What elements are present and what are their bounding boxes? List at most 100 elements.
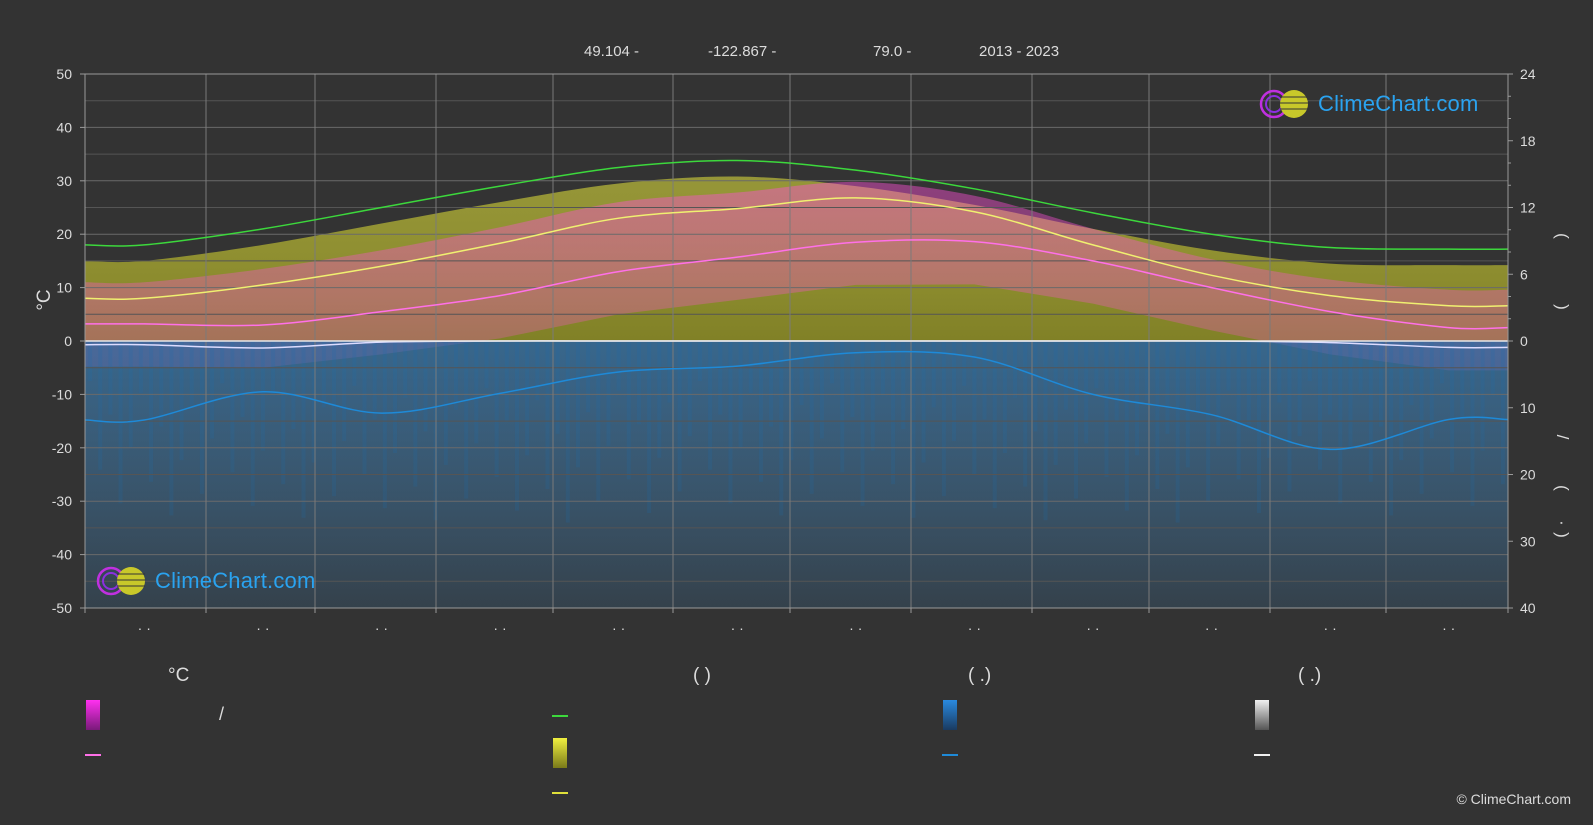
legend-snow-header: ( .) [1298, 665, 1322, 686]
precip-bar [1013, 341, 1018, 398]
precip-bar [423, 341, 428, 432]
precip-bar [901, 341, 906, 429]
daylight-line [85, 159, 1508, 251]
month-tick-label: · · [1442, 620, 1455, 636]
years-label: 2013 - 2023 [979, 43, 1060, 60]
precip-bar [1358, 341, 1363, 393]
precip-bar [708, 341, 713, 470]
precip-bar [260, 341, 265, 451]
precip-bar [443, 341, 448, 465]
legend-temp-range-label: / [219, 704, 225, 724]
precip-bar [220, 341, 225, 384]
precip-bar [1307, 341, 1312, 381]
right-axis-label-fragment: / [1553, 435, 1572, 440]
precip-bar [1399, 341, 1404, 461]
precipitation-line [85, 350, 1508, 451]
precip-bar [1378, 341, 1383, 427]
month-tick-label: · · [1205, 620, 1218, 636]
precip-bar [1500, 341, 1505, 485]
precip-bar [169, 341, 174, 516]
legend-rain-line-swatch [942, 754, 958, 756]
precip-bar [779, 341, 784, 516]
precip-bar [647, 341, 652, 513]
left-tick-label: 50 [56, 66, 72, 82]
precip-bar [1033, 341, 1038, 432]
precip-bar [1104, 341, 1109, 477]
month-tick-label: · · [731, 620, 744, 636]
legend-mean-temp-swatch [85, 754, 101, 756]
logo-text: ClimeChart.com [155, 568, 316, 593]
precip-bar [657, 341, 662, 458]
precip-bar [575, 341, 580, 468]
logo-text: ClimeChart.com [1318, 91, 1479, 116]
precip-bar [332, 341, 337, 497]
left-axis-label: °C [34, 289, 55, 310]
precip-bar [677, 341, 682, 492]
month-tick-label: · · [256, 620, 269, 636]
precip-bar [98, 341, 103, 470]
precip-bar [860, 341, 865, 506]
latitude-label: 49.104 - [584, 43, 640, 60]
precip-bar [616, 341, 621, 391]
month-tick-label: · · [138, 620, 151, 636]
month-tick-label: · · [375, 620, 388, 636]
precip-bar [952, 341, 957, 441]
precip-bar [819, 341, 824, 439]
precip-bar [525, 341, 530, 456]
month-tick-label: · · [968, 620, 981, 636]
legend-temp-range-swatch [86, 700, 100, 730]
precip-bar [484, 341, 489, 389]
precip-bar [535, 341, 540, 401]
month-tick-label: · · [1324, 620, 1337, 636]
precip-bar [718, 341, 723, 415]
right-tick-label: 24 [1520, 66, 1536, 82]
right-tick-label: 12 [1520, 200, 1536, 216]
logo-bottom-left[interactable]: ClimeChart.com [95, 565, 316, 597]
logo-top-right[interactable]: ClimeChart.com [1258, 88, 1479, 120]
legend-temperature-header: °C [168, 665, 190, 686]
legend-rain-swatch [943, 700, 957, 730]
precip-bar [311, 341, 316, 463]
precip-bar [1460, 341, 1465, 417]
precip-bar [921, 341, 926, 463]
precip-bar [250, 341, 255, 506]
precip-bar [667, 341, 672, 403]
logo-icon [96, 566, 145, 596]
precip-bar [1185, 341, 1190, 468]
precip-bar [159, 341, 164, 427]
precip-bar [1135, 341, 1140, 456]
precip-bar [891, 341, 896, 485]
precip-bar [453, 341, 458, 410]
right-axis-label-fragment: ) [1553, 304, 1572, 310]
precip-bar [1480, 341, 1485, 451]
precip-bar [1338, 341, 1343, 504]
precip-bar [1450, 341, 1455, 473]
precip-bar [464, 341, 469, 499]
left-tick-label: -30 [52, 493, 72, 509]
precip-bar [697, 341, 702, 381]
sunshine-line [85, 197, 1508, 308]
precip-bar [210, 341, 215, 439]
precip-bar [504, 341, 509, 422]
precip-bar [809, 341, 814, 494]
precip-bar [1226, 341, 1231, 391]
right-tick-label: 6 [1520, 266, 1528, 282]
precip-bar [769, 341, 774, 427]
precip-bar [972, 341, 977, 475]
right-tick-label: 10 [1520, 400, 1536, 416]
elevation-label: 79.0 - [873, 43, 912, 60]
mean-temp-line [85, 239, 1508, 330]
precip-bar [1470, 341, 1475, 506]
legend-snow-swatch [1255, 700, 1269, 730]
precip-bar [1246, 341, 1251, 425]
precip-bar [1175, 341, 1180, 523]
precip-bar [342, 341, 347, 441]
month-tick-label: · · [849, 620, 862, 636]
precip-bar [321, 341, 326, 408]
right-tick-label: 0 [1520, 333, 1528, 349]
precip-bar [545, 341, 550, 489]
precip-bar [149, 341, 154, 482]
precip-bar [799, 341, 804, 405]
copyright-text: © ClimeChart.com [1456, 791, 1571, 807]
